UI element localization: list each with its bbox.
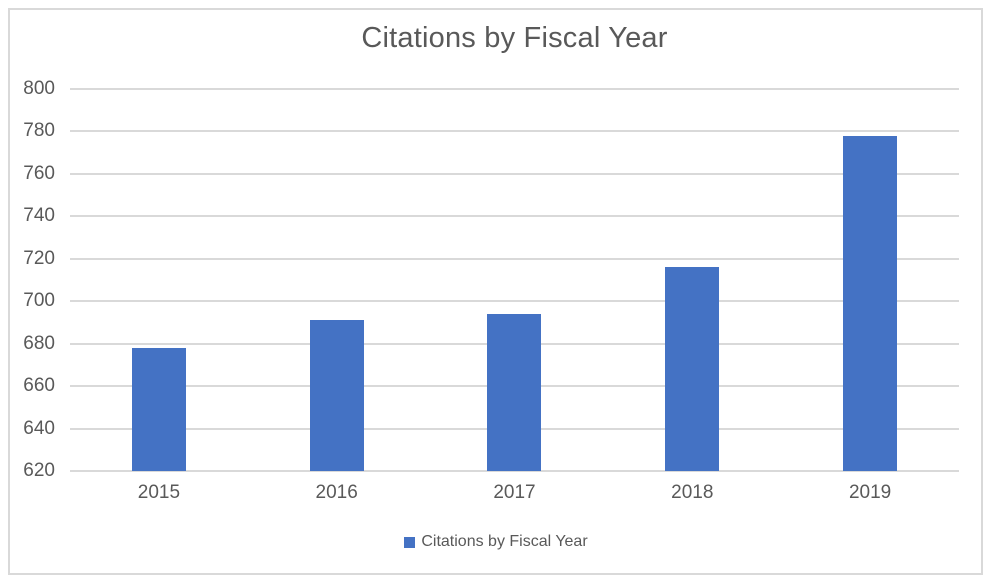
legend-swatch (404, 536, 416, 548)
bar-slot (426, 89, 604, 471)
gridline (70, 88, 959, 90)
y-axis-tick-label: 680 (23, 332, 55, 354)
y-axis-tick-label: 640 (23, 417, 55, 439)
bar-slot (70, 89, 248, 471)
bar-2017 (487, 313, 542, 471)
y-axis-tick-label: 760 (23, 162, 55, 184)
bar-slot (781, 89, 959, 471)
x-axis-tick-label: 2017 (493, 482, 536, 503)
bar-slot (248, 89, 426, 471)
gridline (70, 172, 959, 175)
bar-2015 (131, 347, 186, 471)
y-axis-tick-label: 780 (23, 120, 55, 142)
y-axis-tick-label: 740 (23, 205, 55, 227)
gridline (70, 470, 959, 472)
legend: Citations by Fiscal Year (0, 533, 992, 551)
y-axis-tick-label: 700 (23, 290, 55, 312)
bar-2018 (665, 267, 720, 471)
bar-2016 (309, 320, 364, 471)
y-axis-tick-label: 660 (23, 375, 55, 397)
x-axis-tick-label: 2018 (671, 482, 714, 503)
x-axis-labels: 2015 2016 2017 2018 2019 (70, 482, 959, 504)
gridline (70, 257, 959, 260)
x-axis-tick-label: 2019 (848, 482, 892, 503)
bar-2019 (843, 135, 898, 471)
gridline (70, 215, 959, 218)
y-axis-tick-label: 800 (23, 78, 55, 99)
y-axis-tick-label: 720 (23, 247, 55, 269)
plot-area (70, 88, 959, 472)
x-axis-tick-label: 2015 (137, 482, 181, 503)
gridline (70, 130, 959, 133)
bar-slot (603, 89, 781, 471)
gridline (70, 300, 959, 303)
y-axis-labels: 800 780 760 740 720 700 680 660 640 620 (10, 78, 55, 481)
x-axis-tick-label: 2016 (315, 482, 358, 503)
y-axis-tick-label: 620 (23, 460, 55, 481)
bars (70, 89, 959, 471)
chart-title: Citations by Fiscal Year (361, 22, 668, 54)
legend-label: Citations by Fiscal Year (421, 533, 588, 550)
